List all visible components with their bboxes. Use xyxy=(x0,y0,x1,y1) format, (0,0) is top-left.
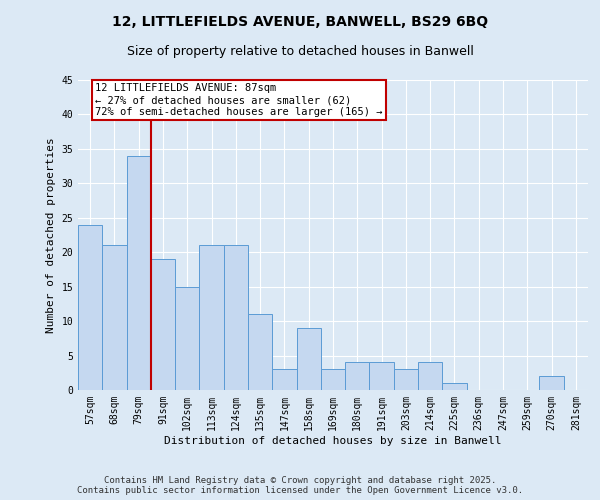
Text: 12 LITTLEFIELDS AVENUE: 87sqm
← 27% of detached houses are smaller (62)
72% of s: 12 LITTLEFIELDS AVENUE: 87sqm ← 27% of d… xyxy=(95,84,383,116)
Bar xyxy=(296,328,321,390)
Bar xyxy=(539,376,564,390)
Bar xyxy=(151,259,175,390)
Bar xyxy=(370,362,394,390)
Bar xyxy=(175,286,199,390)
Bar xyxy=(394,370,418,390)
X-axis label: Distribution of detached houses by size in Banwell: Distribution of detached houses by size … xyxy=(164,436,502,446)
Bar xyxy=(127,156,151,390)
Bar xyxy=(345,362,370,390)
Text: Contains HM Land Registry data © Crown copyright and database right 2025.
Contai: Contains HM Land Registry data © Crown c… xyxy=(77,476,523,495)
Bar xyxy=(418,362,442,390)
Bar xyxy=(102,246,127,390)
Y-axis label: Number of detached properties: Number of detached properties xyxy=(46,137,56,333)
Bar xyxy=(78,224,102,390)
Bar xyxy=(248,314,272,390)
Text: 12, LITTLEFIELDS AVENUE, BANWELL, BS29 6BQ: 12, LITTLEFIELDS AVENUE, BANWELL, BS29 6… xyxy=(112,15,488,29)
Bar xyxy=(442,383,467,390)
Text: Size of property relative to detached houses in Banwell: Size of property relative to detached ho… xyxy=(127,45,473,58)
Bar xyxy=(224,246,248,390)
Bar xyxy=(321,370,345,390)
Bar xyxy=(272,370,296,390)
Bar xyxy=(199,246,224,390)
